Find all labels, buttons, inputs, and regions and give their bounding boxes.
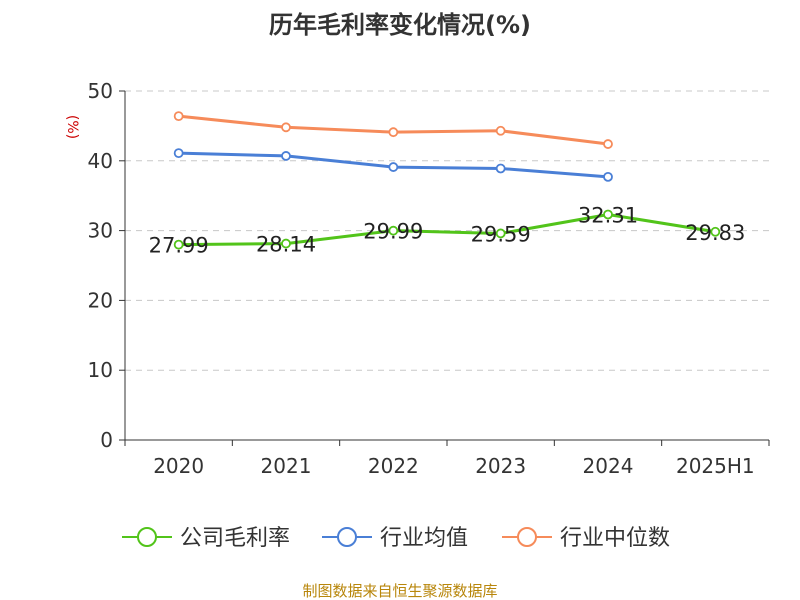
legend-label: 行业中位数	[560, 526, 670, 551]
y-tick-label: 10	[88, 358, 113, 382]
legend-marker	[137, 527, 157, 547]
data-point[interactable]	[388, 127, 399, 138]
data-point[interactable]	[603, 209, 613, 220]
x-tick-label: 2024	[583, 454, 634, 478]
data-point[interactable]	[603, 171, 613, 182]
legend-item-2[interactable]: 行业中位数	[502, 526, 670, 551]
data-point[interactable]	[495, 228, 506, 239]
y-tick-label: 40	[88, 149, 113, 173]
data-label: 29.99	[363, 220, 423, 244]
data-point[interactable]	[495, 163, 506, 174]
data-label: 27.99	[149, 234, 209, 258]
data-point[interactable]	[173, 239, 184, 250]
legend-marker	[337, 527, 357, 547]
data-label: 32.31	[578, 203, 638, 227]
data-label: 29.59	[471, 222, 531, 246]
y-tick-label: 20	[88, 288, 113, 312]
data-label: 29.83	[685, 221, 745, 245]
data-point[interactable]	[173, 111, 184, 122]
legend-item-1[interactable]: 行业均值	[322, 526, 468, 551]
x-tick-label: 2022	[368, 454, 419, 478]
data-point[interactable]	[281, 151, 291, 161]
data-point[interactable]	[710, 226, 721, 237]
legend-marker	[517, 527, 537, 547]
y-tick-label: 50	[88, 79, 113, 103]
data-point[interactable]	[281, 122, 291, 133]
data-point[interactable]	[388, 162, 399, 172]
legend-label: 公司毛利率	[180, 526, 290, 551]
data-point[interactable]	[495, 125, 506, 136]
y-tick-label: 0	[100, 428, 113, 452]
y-tick-label: 30	[88, 219, 113, 243]
series-line-0	[178, 212, 716, 247]
data-point[interactable]	[281, 238, 291, 249]
data-point[interactable]	[173, 148, 184, 159]
x-tick-label: 2021	[261, 454, 312, 478]
source-note: 制图数据来自恒生聚源数据库	[302, 582, 497, 600]
x-tick-label: 2025H1	[676, 454, 755, 478]
data-point[interactable]	[388, 225, 399, 236]
chart-title: 历年毛利率变化情况(%)	[269, 11, 531, 39]
y-axis-label: (%)	[64, 115, 80, 139]
data-point[interactable]	[603, 139, 613, 149]
legend-item-0[interactable]: 公司毛利率	[122, 526, 290, 551]
x-tick-label: 2020	[153, 454, 204, 478]
x-tick-label: 2023	[475, 454, 526, 478]
legend-label: 行业均值	[380, 526, 468, 551]
data-label: 28.14	[256, 233, 316, 257]
